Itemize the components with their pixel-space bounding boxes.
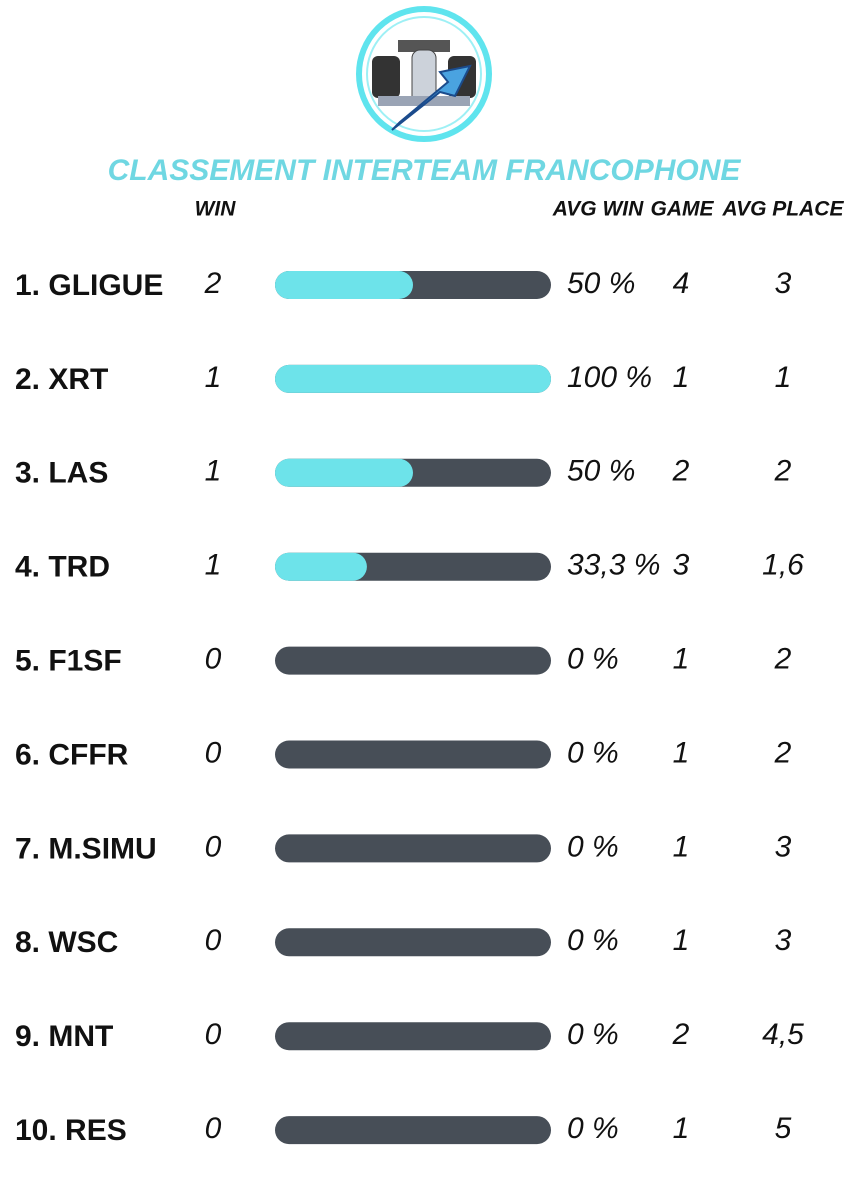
avg-place: 2 <box>774 736 792 769</box>
win-count: 0 <box>205 924 222 957</box>
avg-place: 2 <box>774 455 792 488</box>
game-count: 1 <box>673 830 690 863</box>
avg-place: 3 <box>775 267 792 300</box>
win-count: 0 <box>205 1112 222 1145</box>
game-count: 1 <box>673 736 690 769</box>
bar-fill <box>275 552 367 581</box>
win-count: 0 <box>205 643 222 676</box>
avg-win: 0 % <box>567 830 619 863</box>
win-count: 0 <box>205 736 222 769</box>
game-count: 3 <box>673 549 690 582</box>
avg-place: 3 <box>775 830 792 863</box>
column-header: AVG PLACE <box>722 198 845 221</box>
game-count: 1 <box>673 924 690 957</box>
team-name: 6. CFFR <box>15 738 129 771</box>
column-header: GAME <box>651 198 715 221</box>
title: CLASSEMENT INTERTEAM FRANCOPHONE <box>108 154 742 187</box>
avg-win: 0 % <box>567 1112 619 1145</box>
team-name: 10. RES <box>15 1114 127 1147</box>
win-count: 1 <box>205 455 222 488</box>
win-count: 2 <box>204 267 222 300</box>
bar-fill <box>275 271 413 299</box>
avg-win: 0 % <box>567 643 619 676</box>
team-name: 9. MNT <box>15 1020 113 1053</box>
bar-track <box>275 834 551 863</box>
team-name: 2. XRT <box>15 363 108 396</box>
avg-place: 3 <box>775 924 792 957</box>
win-count: 1 <box>205 361 222 394</box>
team-name: 1. GLIGUE <box>15 269 163 302</box>
team-name: 4. TRD <box>15 551 110 584</box>
game-count: 1 <box>673 643 690 676</box>
logo <box>356 6 492 142</box>
avg-win: 100 % <box>567 361 652 394</box>
win-count: 0 <box>205 1018 222 1051</box>
game-count: 2 <box>672 455 690 488</box>
team-name: 3. LAS <box>15 457 108 490</box>
bar-fill <box>275 364 551 393</box>
column-header: AVG WIN <box>552 198 644 221</box>
team-name: 7. M.SIMU <box>15 832 157 865</box>
avg-win: 0 % <box>567 736 619 769</box>
avg-win: 0 % <box>567 924 619 957</box>
avg-place: 2 <box>774 643 792 676</box>
game-count: 1 <box>673 361 690 394</box>
avg-place: 1,6 <box>762 549 804 582</box>
bar-track <box>275 928 551 957</box>
team-name: 5. F1SF <box>15 645 122 678</box>
bar-track <box>275 1116 551 1145</box>
avg-place: 1 <box>775 361 792 394</box>
game-count: 2 <box>672 1018 690 1051</box>
avg-win: 0 % <box>567 1018 619 1051</box>
avg-place: 4,5 <box>762 1018 804 1051</box>
avg-win: 50 % <box>567 267 635 300</box>
bar-fill <box>275 458 413 487</box>
win-count: 0 <box>205 830 222 863</box>
game-count: 4 <box>673 267 690 300</box>
avg-win: 33,3 % <box>567 549 660 582</box>
game-count: 1 <box>673 1112 690 1145</box>
bar-track <box>275 740 551 769</box>
bar-track <box>275 646 551 675</box>
team-name: 8. WSC <box>15 926 118 959</box>
avg-win: 50 % <box>567 455 635 488</box>
win-count: 1 <box>205 549 222 582</box>
avg-place: 5 <box>775 1112 792 1145</box>
column-header: WIN <box>195 198 237 221</box>
bar-track <box>275 1022 551 1051</box>
